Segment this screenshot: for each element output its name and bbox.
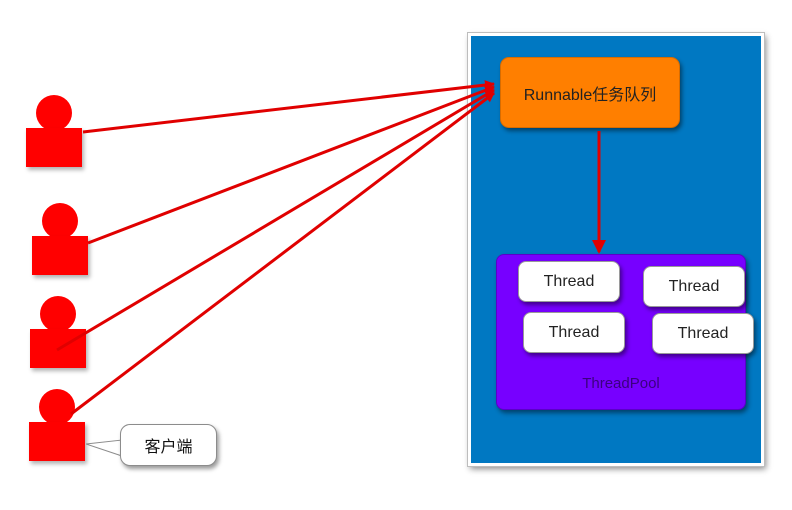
task-queue-label: Runnable任务队列 <box>523 86 657 104</box>
arrow-client-1-to-queue <box>82 80 495 134</box>
thread-label: Thread <box>548 323 600 341</box>
thread-pool-label: ThreadPool <box>582 375 660 392</box>
thread-box-3: Thread <box>523 312 625 353</box>
arrow-client-2-to-queue <box>87 85 495 245</box>
client-head <box>40 296 76 332</box>
client-body <box>29 422 85 461</box>
client-figure-1 <box>26 95 86 175</box>
client-body <box>26 128 82 167</box>
client-body <box>32 236 88 275</box>
arrow-client-3-to-queue <box>56 88 495 352</box>
runnable-task-queue: Runnable任务队列 <box>500 57 680 128</box>
thread-box-4: Thread <box>652 313 754 354</box>
arrow-client-4-to-queue <box>70 91 495 416</box>
thread-label: Thread <box>668 277 720 295</box>
client-callout-label: 客户端 <box>144 439 193 456</box>
thread-box-1: Thread <box>518 261 620 302</box>
client-head <box>42 203 78 239</box>
client-head <box>39 389 75 425</box>
client-callout: 客户端 <box>120 424 217 466</box>
thread-label: Thread <box>543 272 595 290</box>
client-figure-2 <box>32 203 92 283</box>
thread-box-2: Thread <box>643 266 745 307</box>
client-figure-4 <box>29 389 89 469</box>
client-head <box>36 95 72 131</box>
thread-label: Thread <box>677 324 729 342</box>
